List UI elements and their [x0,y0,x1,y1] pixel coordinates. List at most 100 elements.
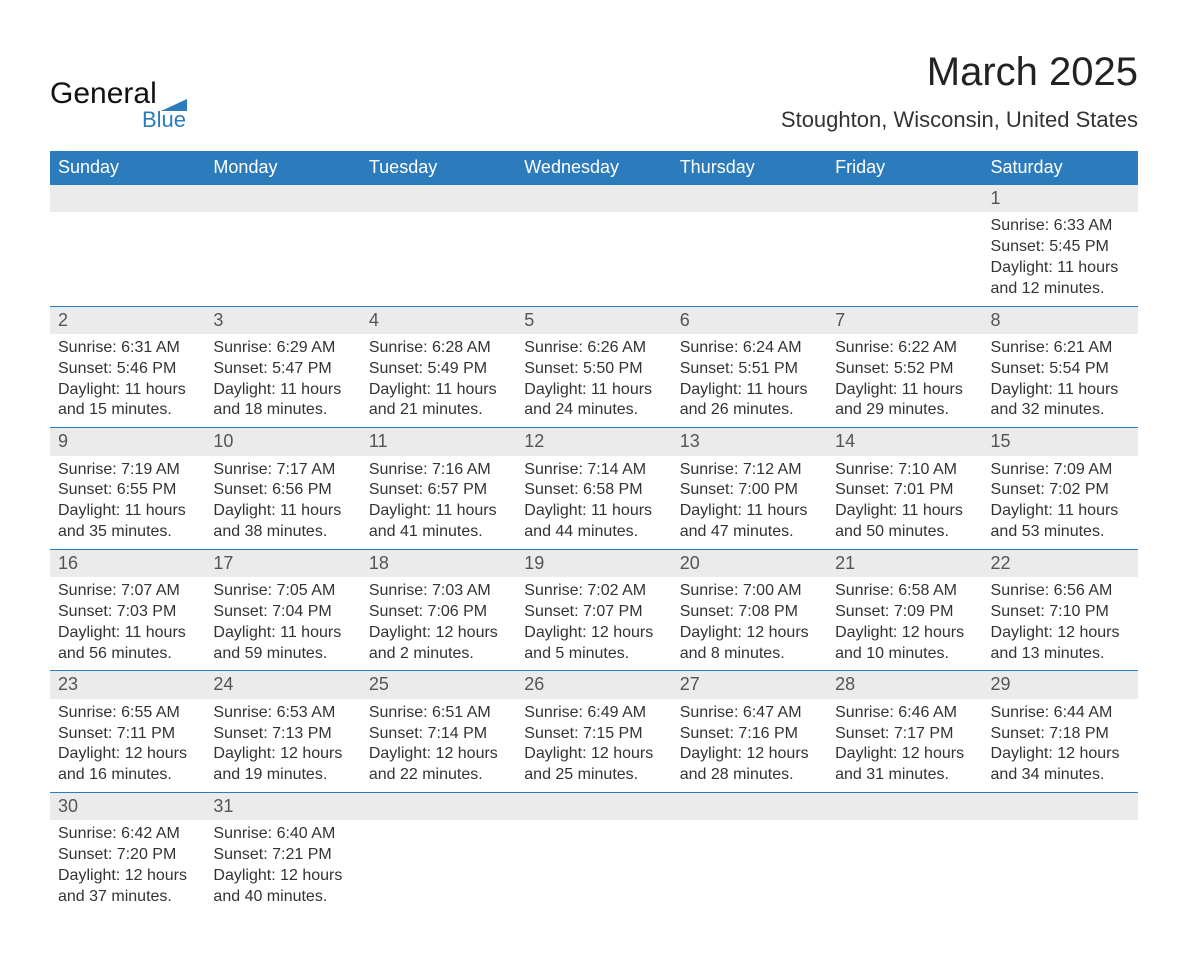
sunrise-line: Sunrise: 6:42 AM [58,824,197,845]
logo: General Blue [50,67,187,133]
day-number: 28 [827,671,982,698]
sunset-line: Sunset: 7:21 PM [213,845,352,866]
calendar-body: 1Sunrise: 6:33 AMSunset: 5:45 PMDaylight… [50,185,1138,914]
sunset-line: Sunset: 5:50 PM [524,359,663,380]
daylight-line: Daylight: 11 hours and 21 minutes. [369,380,508,422]
day-number: 14 [827,428,982,455]
sunrise-line: Sunrise: 6:26 AM [524,338,663,359]
sunrise-line: Sunrise: 7:05 AM [213,581,352,602]
day-body: Sunrise: 6:21 AMSunset: 5:54 PMDaylight:… [983,334,1138,427]
dow-sunday: Sunday [50,151,205,185]
calendar-cell: 14Sunrise: 7:10 AMSunset: 7:01 PMDayligh… [827,428,982,550]
daylight-line: Daylight: 11 hours and 12 minutes. [991,258,1130,300]
day-number: 3 [205,307,360,334]
calendar-cell: 5Sunrise: 6:26 AMSunset: 5:50 PMDaylight… [516,306,671,428]
sunrise-line: Sunrise: 7:14 AM [524,460,663,481]
calendar-cell [205,185,360,307]
sunrise-line: Sunrise: 6:22 AM [835,338,974,359]
day-number: 8 [983,307,1138,334]
calendar-cell: 16Sunrise: 7:07 AMSunset: 7:03 PMDayligh… [50,549,205,671]
calendar-week-row: 23Sunrise: 6:55 AMSunset: 7:11 PMDayligh… [50,671,1138,793]
day-body: Sunrise: 7:17 AMSunset: 6:56 PMDaylight:… [205,456,360,549]
calendar-cell: 18Sunrise: 7:03 AMSunset: 7:06 PMDayligh… [361,549,516,671]
daylight-line: Daylight: 12 hours and 19 minutes. [213,744,352,786]
day-number: 22 [983,550,1138,577]
day-number-empty [50,185,205,212]
calendar-header-row: Sunday Monday Tuesday Wednesday Thursday… [50,151,1138,185]
sunrise-line: Sunrise: 7:02 AM [524,581,663,602]
dow-tuesday: Tuesday [361,151,516,185]
day-number-empty [361,185,516,212]
sunrise-line: Sunrise: 6:21 AM [991,338,1130,359]
sunset-line: Sunset: 5:45 PM [991,237,1130,258]
sunset-line: Sunset: 5:54 PM [991,359,1130,380]
daylight-line: Daylight: 11 hours and 15 minutes. [58,380,197,422]
sunset-line: Sunset: 6:58 PM [524,480,663,501]
sunrise-line: Sunrise: 7:07 AM [58,581,197,602]
day-number: 25 [361,671,516,698]
sunset-line: Sunset: 7:02 PM [991,480,1130,501]
day-number: 26 [516,671,671,698]
sunset-line: Sunset: 5:51 PM [680,359,819,380]
daylight-line: Daylight: 12 hours and 16 minutes. [58,744,197,786]
day-number-empty [983,793,1138,820]
dow-wednesday: Wednesday [516,151,671,185]
logo-text-2: Blue [142,107,186,133]
day-body-empty [516,820,671,900]
daylight-line: Daylight: 12 hours and 8 minutes. [680,623,819,665]
sunset-line: Sunset: 7:09 PM [835,602,974,623]
calendar-cell: 20Sunrise: 7:00 AMSunset: 7:08 PMDayligh… [672,549,827,671]
sunrise-line: Sunrise: 7:16 AM [369,460,508,481]
sunset-line: Sunset: 7:07 PM [524,602,663,623]
sunrise-line: Sunrise: 6:51 AM [369,703,508,724]
calendar-week-row: 1Sunrise: 6:33 AMSunset: 5:45 PMDaylight… [50,185,1138,307]
sunset-line: Sunset: 7:13 PM [213,724,352,745]
calendar-table: Sunday Monday Tuesday Wednesday Thursday… [50,151,1138,913]
sunset-line: Sunset: 7:20 PM [58,845,197,866]
sunrise-line: Sunrise: 7:17 AM [213,460,352,481]
sunrise-line: Sunrise: 6:49 AM [524,703,663,724]
day-number: 15 [983,428,1138,455]
daylight-line: Daylight: 12 hours and 13 minutes. [991,623,1130,665]
dow-monday: Monday [205,151,360,185]
daylight-line: Daylight: 12 hours and 34 minutes. [991,744,1130,786]
sunrise-line: Sunrise: 6:55 AM [58,703,197,724]
day-body-empty [983,820,1138,900]
daylight-line: Daylight: 12 hours and 40 minutes. [213,866,352,908]
day-body: Sunrise: 7:07 AMSunset: 7:03 PMDaylight:… [50,577,205,670]
daylight-line: Daylight: 12 hours and 22 minutes. [369,744,508,786]
day-number: 20 [672,550,827,577]
sunrise-line: Sunrise: 6:53 AM [213,703,352,724]
title-block: March 2025 Stoughton, Wisconsin, United … [781,50,1138,133]
logo-text-1: General [50,77,157,111]
sunset-line: Sunset: 5:46 PM [58,359,197,380]
sunrise-line: Sunrise: 6:29 AM [213,338,352,359]
daylight-line: Daylight: 11 hours and 47 minutes. [680,501,819,543]
day-body: Sunrise: 7:19 AMSunset: 6:55 PMDaylight:… [50,456,205,549]
sunrise-line: Sunrise: 6:47 AM [680,703,819,724]
day-number: 4 [361,307,516,334]
calendar-cell: 24Sunrise: 6:53 AMSunset: 7:13 PMDayligh… [205,671,360,793]
day-number-empty [361,793,516,820]
calendar-week-row: 16Sunrise: 7:07 AMSunset: 7:03 PMDayligh… [50,549,1138,671]
day-number: 7 [827,307,982,334]
sunset-line: Sunset: 7:01 PM [835,480,974,501]
day-body-empty [361,212,516,292]
calendar-cell: 23Sunrise: 6:55 AMSunset: 7:11 PMDayligh… [50,671,205,793]
sunrise-line: Sunrise: 6:28 AM [369,338,508,359]
calendar-cell [672,792,827,913]
sunset-line: Sunset: 5:52 PM [835,359,974,380]
calendar-cell [516,792,671,913]
day-body: Sunrise: 6:53 AMSunset: 7:13 PMDaylight:… [205,699,360,792]
calendar-week-row: 30Sunrise: 6:42 AMSunset: 7:20 PMDayligh… [50,792,1138,913]
daylight-line: Daylight: 11 hours and 24 minutes. [524,380,663,422]
calendar-cell: 31Sunrise: 6:40 AMSunset: 7:21 PMDayligh… [205,792,360,913]
day-body: Sunrise: 7:05 AMSunset: 7:04 PMDaylight:… [205,577,360,670]
header: General Blue March 2025 Stoughton, Wisco… [50,50,1138,133]
day-number: 6 [672,307,827,334]
logo-triangle-icon [161,85,187,103]
day-body: Sunrise: 6:24 AMSunset: 5:51 PMDaylight:… [672,334,827,427]
day-body-empty [50,212,205,292]
day-number: 24 [205,671,360,698]
daylight-line: Daylight: 11 hours and 56 minutes. [58,623,197,665]
